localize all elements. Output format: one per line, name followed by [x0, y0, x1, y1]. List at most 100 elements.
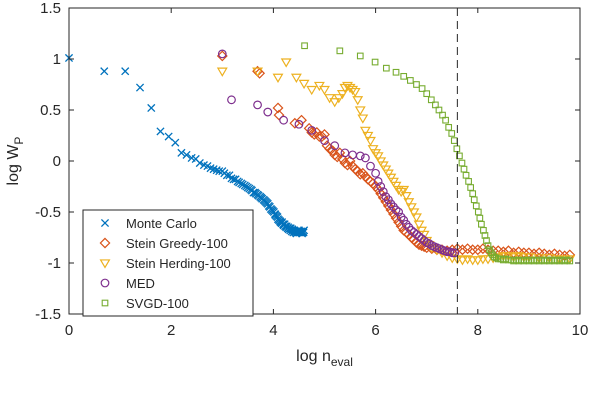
- y-tick-label: -1: [48, 255, 61, 272]
- data-point: [392, 68, 400, 76]
- data-point: [307, 125, 317, 135]
- data-point: [320, 136, 329, 146]
- data-point: [566, 257, 574, 265]
- y-tick-label: 1: [53, 51, 61, 68]
- data-point: [252, 67, 264, 77]
- data-point: [405, 203, 417, 213]
- data-point: [249, 188, 258, 197]
- data-point: [442, 116, 449, 124]
- legend-marker: [99, 237, 111, 249]
- data-point: [403, 198, 415, 208]
- data-point: [333, 94, 345, 104]
- data-point: [370, 149, 382, 159]
- data-point: [432, 101, 439, 109]
- data-point: [319, 129, 330, 140]
- data-point: [301, 42, 308, 50]
- data-point: [280, 58, 292, 68]
- data-point: [406, 77, 414, 84]
- data-point: [300, 226, 309, 235]
- legend-label: Stein Greedy-100: [126, 236, 228, 251]
- data-point: [394, 207, 403, 217]
- data-point: [171, 138, 180, 147]
- data-point: [319, 85, 330, 96]
- x-tick-label: 2: [167, 322, 175, 339]
- y-axis-label: log WP: [5, 137, 26, 186]
- data-point: [453, 145, 461, 153]
- data-point: [373, 176, 383, 186]
- data-point: [329, 98, 341, 108]
- data-point: [457, 244, 468, 256]
- series-5: [301, 42, 574, 265]
- data-point: [372, 152, 384, 162]
- data-point: [349, 87, 361, 98]
- legend-label: MED: [126, 276, 155, 291]
- data-point: [294, 119, 304, 129]
- data-point: [400, 192, 412, 202]
- data-point: [360, 153, 370, 163]
- series-1: [64, 53, 309, 238]
- legend-entry: Monte Carlo: [100, 216, 197, 231]
- y-tick-label: 1.5: [40, 0, 61, 17]
- data-point: [378, 187, 388, 197]
- data-point: [215, 167, 224, 176]
- legend-entry: Stein Herding-100: [99, 256, 231, 271]
- data-point: [413, 220, 425, 230]
- data-point: [217, 49, 227, 59]
- legend-entry: Stein Greedy-100: [99, 236, 228, 251]
- data-point: [330, 141, 340, 151]
- data-point: [382, 64, 390, 72]
- data-point: [427, 96, 435, 104]
- legend-label: Stein Herding-100: [126, 256, 231, 271]
- data-point: [492, 254, 500, 262]
- data-point: [216, 67, 228, 77]
- x-tick-label: 0: [65, 322, 73, 339]
- data-point: [229, 175, 238, 184]
- data-point: [423, 240, 435, 251]
- data-point: [298, 79, 310, 90]
- data-point: [448, 130, 456, 137]
- data-point: [177, 148, 186, 157]
- legend-entry: MED: [100, 276, 155, 291]
- data-point: [164, 132, 173, 141]
- data-point: [365, 136, 376, 147]
- data-point: [457, 256, 468, 266]
- data-point: [435, 106, 443, 114]
- y-tick-label: 0.5: [40, 102, 61, 119]
- data-point: [413, 239, 425, 251]
- legend: Monte Carlo Stein Greedy-100 Stein Herding…: [82, 209, 254, 317]
- data-point: [156, 127, 165, 136]
- data-point: [121, 67, 130, 76]
- data-point: [354, 168, 366, 180]
- data-point: [313, 131, 325, 142]
- data-point: [375, 188, 387, 200]
- data-point: [344, 155, 356, 167]
- data-point: [324, 143, 336, 155]
- data-point: [484, 242, 492, 250]
- legend-entry: SVGD-100: [101, 296, 189, 311]
- data-point: [254, 67, 266, 79]
- legend-label: SVGD-100: [126, 296, 189, 311]
- y-tick-label: -1.5: [35, 306, 61, 323]
- y-tick-label: -0.5: [35, 204, 61, 221]
- data-point: [418, 85, 426, 92]
- data-point: [100, 67, 109, 76]
- data-point: [456, 152, 463, 160]
- data-point: [408, 208, 420, 218]
- data-point: [311, 126, 323, 138]
- x-tick-label: 4: [269, 322, 277, 339]
- data-point: [395, 220, 407, 232]
- data-point: [400, 72, 408, 80]
- data-point: [356, 52, 364, 60]
- data-point: [290, 73, 302, 83]
- data-point: [359, 126, 371, 136]
- data-point: [362, 131, 374, 142]
- data-point: [253, 100, 262, 110]
- data-point: [477, 255, 489, 265]
- data-point: [366, 161, 375, 171]
- data-point: [354, 106, 366, 116]
- legend-box: [82, 209, 254, 317]
- legend-marker: [99, 259, 111, 269]
- data-point: [272, 73, 284, 83]
- data-point: [336, 47, 344, 55]
